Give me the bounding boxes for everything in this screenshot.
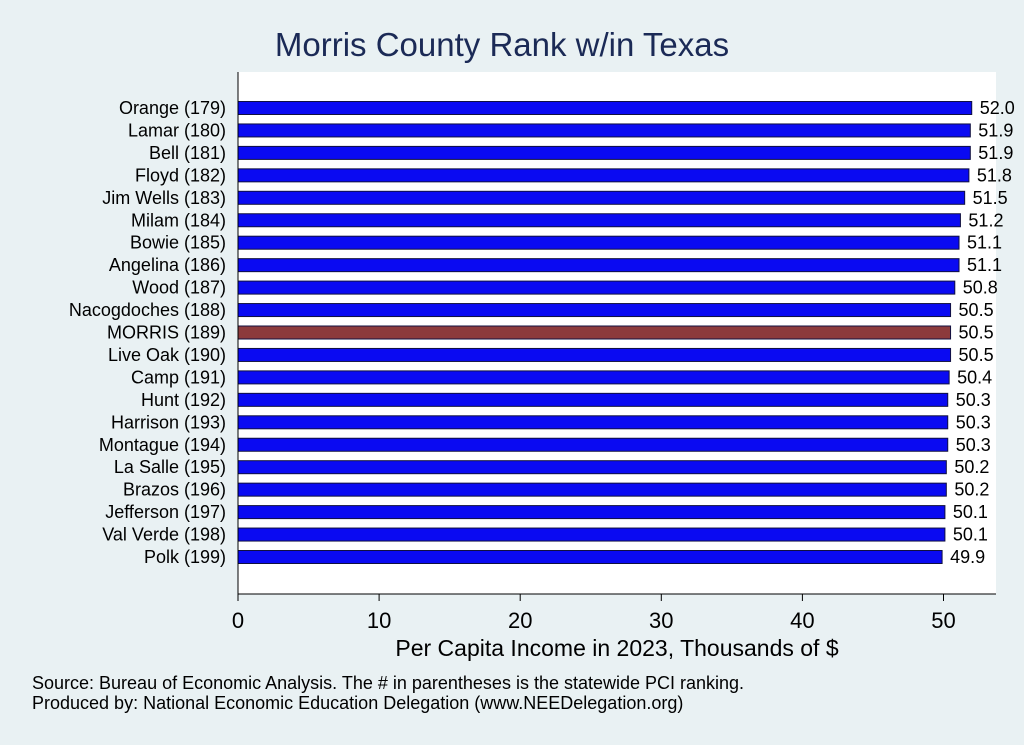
bar [237, 235, 960, 250]
producer-note: Produced by: National Economic Education… [32, 693, 684, 713]
category-label: Milam (184) [131, 210, 226, 230]
bar [237, 415, 949, 430]
category-label: Val Verde (198) [102, 525, 226, 545]
highlight-bar [237, 325, 952, 340]
value-label: 49.9 [950, 547, 985, 567]
category-label: Wood (187) [132, 278, 226, 298]
bars-group [237, 101, 973, 564]
bar [237, 213, 961, 228]
bar [237, 392, 949, 407]
category-label: Live Oak (190) [108, 345, 226, 365]
value-label: 51.5 [973, 188, 1008, 208]
category-label: Bell (181) [149, 143, 226, 163]
x-tick-label: 50 [931, 608, 955, 633]
category-label: Brazos (196) [123, 480, 226, 500]
value-label: 50.2 [954, 480, 989, 500]
category-label: Hunt (192) [141, 390, 226, 410]
x-axis: 0 10 20 30 40 50 [232, 594, 956, 633]
chart-title: Morris County Rank w/in Texas [274, 26, 730, 63]
source-note: Source: Bureau of Economic Analysis. The… [32, 673, 745, 693]
value-label: 50.3 [956, 435, 991, 455]
bar [237, 550, 943, 564]
value-label: 50.3 [956, 390, 991, 410]
category-labels: Orange (179)Lamar (180) Bell (181)Floyd (… [69, 98, 226, 567]
bar [237, 460, 947, 475]
value-label: 50.5 [959, 323, 994, 343]
value-label: 51.1 [967, 255, 1002, 275]
value-label: 50.5 [959, 300, 994, 320]
bar [237, 145, 971, 160]
category-label: Montague (194) [99, 435, 226, 455]
category-label: Angelina (186) [109, 255, 226, 275]
bar [237, 258, 960, 273]
value-label: 50.1 [953, 502, 988, 522]
bar [237, 168, 970, 183]
value-label: 50.2 [954, 457, 989, 477]
value-label: 51.9 [978, 143, 1013, 163]
category-label: MORRIS (189) [107, 323, 226, 343]
bar [237, 482, 947, 497]
category-label: La Salle (195) [114, 457, 226, 477]
value-labels: 52.051.951.951.851.551.251.151.150.850.5… [950, 98, 1015, 567]
value-label: 50.3 [956, 412, 991, 432]
value-label: 51.1 [967, 233, 1002, 253]
x-tick-label: 0 [232, 608, 244, 633]
category-label: Camp (191) [131, 367, 226, 387]
value-label: 50.8 [963, 278, 998, 298]
bar [237, 527, 946, 542]
bar [237, 280, 956, 295]
value-label: 51.2 [968, 210, 1003, 230]
category-label: Jim Wells (183) [102, 188, 226, 208]
bar [237, 190, 966, 205]
x-tick-label: 20 [508, 608, 532, 633]
category-label: Nacogdoches (188) [69, 300, 226, 320]
x-tick-label: 10 [367, 608, 391, 633]
bar [237, 505, 946, 520]
bar [237, 123, 971, 138]
value-label: 50.5 [959, 345, 994, 365]
value-label: 52.0 [980, 98, 1015, 118]
x-tick-label: 30 [649, 608, 673, 633]
bar [237, 303, 952, 318]
value-label: 51.8 [977, 165, 1012, 185]
bar [237, 101, 973, 115]
value-label: 51.9 [978, 120, 1013, 140]
x-axis-title: Per Capita Income in 2023, Thousands of … [395, 635, 838, 661]
value-label: 50.4 [957, 367, 992, 387]
category-label: Lamar (180) [128, 120, 226, 140]
bar [237, 370, 950, 385]
bar [237, 347, 952, 362]
category-label: Polk (199) [144, 547, 226, 567]
x-tick-label: 40 [790, 608, 814, 633]
category-label: Orange (179) [119, 98, 226, 118]
category-label: Jefferson (197) [105, 502, 226, 522]
bar [237, 437, 949, 452]
value-label: 50.1 [953, 525, 988, 545]
category-label: Bowie (185) [130, 233, 226, 253]
category-label: Harrison (193) [111, 412, 226, 432]
category-label: Floyd (182) [135, 165, 226, 185]
